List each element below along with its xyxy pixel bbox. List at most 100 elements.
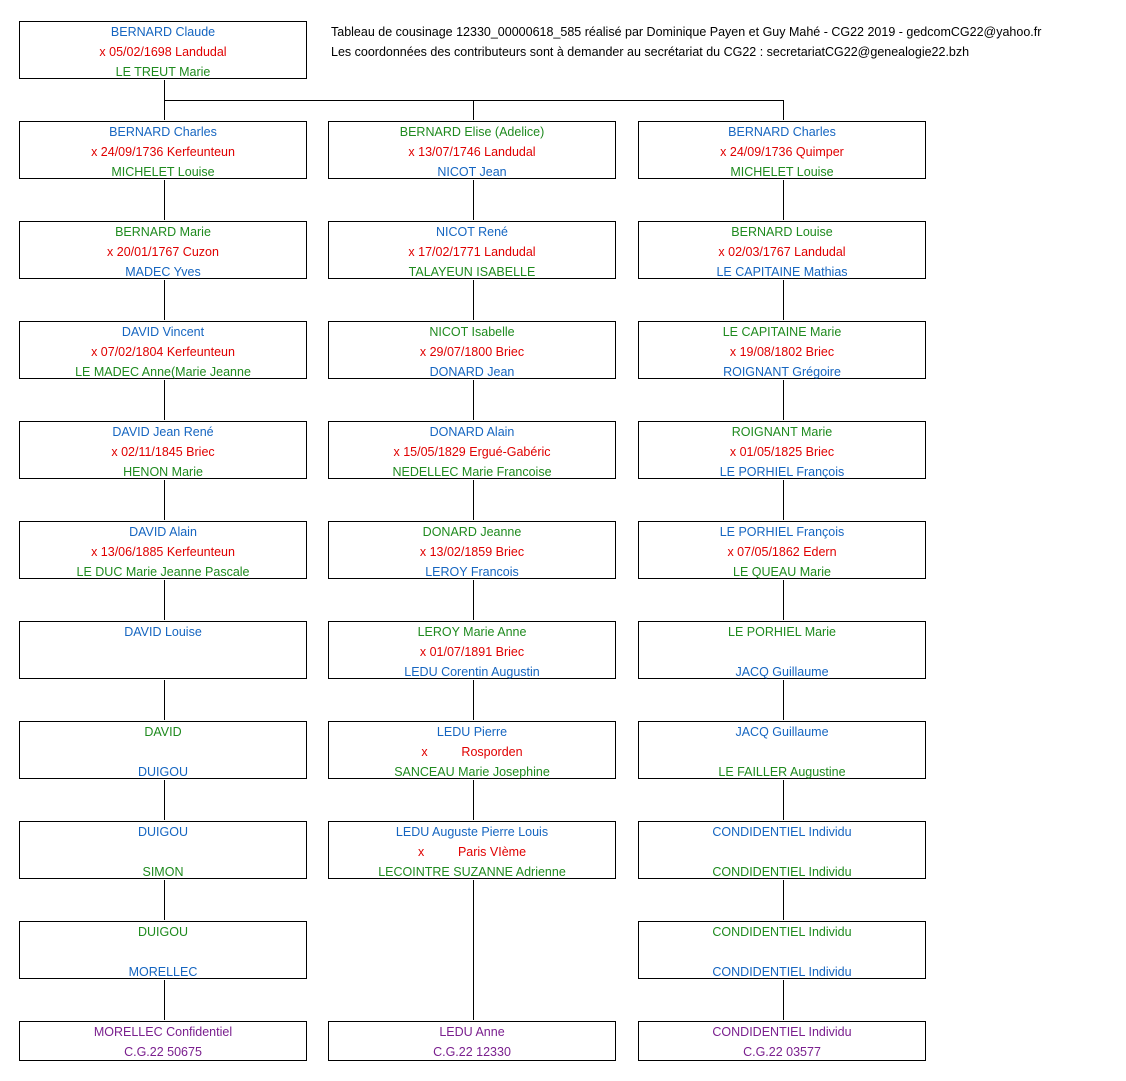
member-name: CONDIDENTIEL Individu [712,1025,852,1039]
marriage-info: x 01/05/1825 Briec [729,445,835,459]
spouse-name [20,662,306,682]
person-name: BERNARD Charles [728,125,836,139]
couple-box: DUIGOU MORELLEC [19,921,307,979]
person-name: ROIGNANT Marie [731,425,833,439]
person-name: JACQ Guillaume [735,725,829,739]
marriage-info: x 07/05/1862 Edern [727,545,837,559]
col3-connector [783,180,784,220]
couple-box: BERNARD Charles x 24/09/1736 Kerfeunteun… [19,121,307,179]
marriage-info: x 05/02/1698 Landudal [99,45,227,59]
marriage-info: x 24/09/1736 Kerfeunteun [91,145,235,159]
title-line-2: Les coordonnées des contributeurs sont à… [331,45,970,59]
person-name: DONARD Alain [429,425,515,439]
spouse-name: LE CAPITAINE Mathias [716,265,848,279]
couple-box: BERNARD Charles x 24/09/1736 Quimper MIC… [638,121,926,179]
col2-connector [473,680,474,720]
col1-connector [164,980,165,1020]
col1-connector [164,780,165,820]
couple-box: ROIGNANT Marie x 01/05/1825 Briec LE POR… [638,421,926,479]
couple-box: LEDU Pierre x Rosporden SANCEAU Marie Jos… [328,721,616,779]
col3-connector [783,980,784,1020]
couple-box: DAVID Vincent x 07/02/1804 Kerfeunteun L… [19,321,307,379]
col1-connector [164,480,165,520]
couple-box: BERNARD Louise x 02/03/1767 Landudal LE … [638,221,926,279]
spouse-name: JACQ Guillaume [735,665,829,679]
member-reference: C.G.22 12330 [433,1045,511,1059]
spouse-name: MADEC Yves [125,265,201,279]
spouse-name: LE PORHIEL François [719,465,845,479]
col3-connector [783,380,784,420]
member-box: LEDU Anne C.G.22 12330 [328,1021,616,1061]
col2-connector [473,280,474,320]
marriage-info [639,842,925,862]
marriage-info: x 19/08/1802 Briec [729,345,835,359]
couple-box: LE CAPITAINE Marie x 19/08/1802 Briec RO… [638,321,926,379]
marriage-info [20,742,306,762]
spouse-name: HENON Marie [123,465,203,479]
couple-box: LEDU Auguste Pierre Louis x Paris VIème L… [328,821,616,879]
marriage-info: x 13/06/1885 Kerfeunteun [91,545,235,559]
marriage-symbol: x [417,845,425,859]
col2-connector [473,380,474,420]
spouse-name: MICHELET Louise [111,165,215,179]
person-name: NICOT Isabelle [429,325,515,339]
person-name: LE PORHIEL Marie [728,625,836,639]
marriage-info [20,642,306,662]
marriage-info: x 01/07/1891 Briec [419,645,525,659]
title-line-1: Tableau de cousinage 12330_00000618_585 … [331,25,1042,39]
member-reference: C.G.22 50675 [124,1045,202,1059]
spouse-name: LE TREUT Marie [115,65,211,79]
marriage-info [639,742,925,762]
col3-connector [783,780,784,820]
marriage-place: Paris VIème [457,845,527,859]
spouse-name: LE DUC Marie Jeanne Pascale [76,565,250,579]
person-name: BERNARD Charles [109,125,217,139]
spouse-name: TALAYEUN ISABELLE [408,265,536,279]
col2-root-connector [473,100,474,120]
marriage-info: x 07/02/1804 Kerfeunteun [91,345,235,359]
spouse-name: ROIGNANT Grégoire [723,365,841,379]
marriage-info [639,942,925,962]
person-name: LE PORHIEL François [719,525,845,539]
couple-box: DUIGOU SIMON [19,821,307,879]
spouse-name: MICHELET Louise [730,165,834,179]
col1-connector [164,380,165,420]
couple-box: BERNARD Elise (Adelice) x 13/07/1746 Lan… [328,121,616,179]
person-name: BERNARD Claude [110,25,216,39]
spouse-name: LEROY Francois [425,565,519,579]
couple-box: CONDIDENTIEL Individu CONDIDENTIEL Indiv… [638,921,926,979]
spouse-name: LE MADEC Anne(Marie Jeanne [75,365,251,379]
person-name: BERNARD Louise [731,225,833,239]
member-name: MORELLEC Confidentiel [93,1025,233,1039]
person-name: DAVID Vincent [121,325,205,339]
person-name: DAVID Alain [129,525,197,539]
col3-connector [783,280,784,320]
col3-root-connector [783,100,784,120]
spouse-name: CONDIDENTIEL Individu [712,865,852,879]
person-name: DAVID Louise [124,625,202,639]
couple-box: LEROY Marie Anne x 01/07/1891 Briec LEDU… [328,621,616,679]
person-name: BERNARD Elise (Adelice) [399,125,545,139]
couple-box: DONARD Jeanne x 13/02/1859 Briec LEROY F… [328,521,616,579]
marriage-info: x Paris VIème [329,842,615,862]
col3-connector [783,480,784,520]
marriage-info: x 02/11/1845 Briec [111,445,215,459]
marriage-info: x 29/07/1800 Briec [419,345,525,359]
col3-connector [783,680,784,720]
person-name: LE CAPITAINE Marie [722,325,842,339]
spouse-name: DONARD Jean [429,365,515,379]
couple-box: CONDIDENTIEL Individu CONDIDENTIEL Indiv… [638,821,926,879]
person-name: LEDU Auguste Pierre Louis [395,825,549,839]
couple-box: DONARD Alain x 15/05/1829 Ergué-Gabéric … [328,421,616,479]
person-name: BERNARD Marie [115,225,211,239]
marriage-info: x 15/05/1829 Ergué-Gabéric [393,445,551,459]
col3-connector [783,880,784,920]
col2-connector [473,180,474,220]
spouse-name: CONDIDENTIEL Individu [712,965,852,979]
couple-box: DAVID Louise [19,621,307,679]
marriage-info: x 20/01/1767 Cuzon [107,245,219,259]
marriage-info: x 13/02/1859 Briec [419,545,525,559]
col1-connector [164,880,165,920]
couple-box: LE PORHIEL Marie JACQ Guillaume [638,621,926,679]
spouse-name: LE FAILLER Augustine [718,765,846,779]
